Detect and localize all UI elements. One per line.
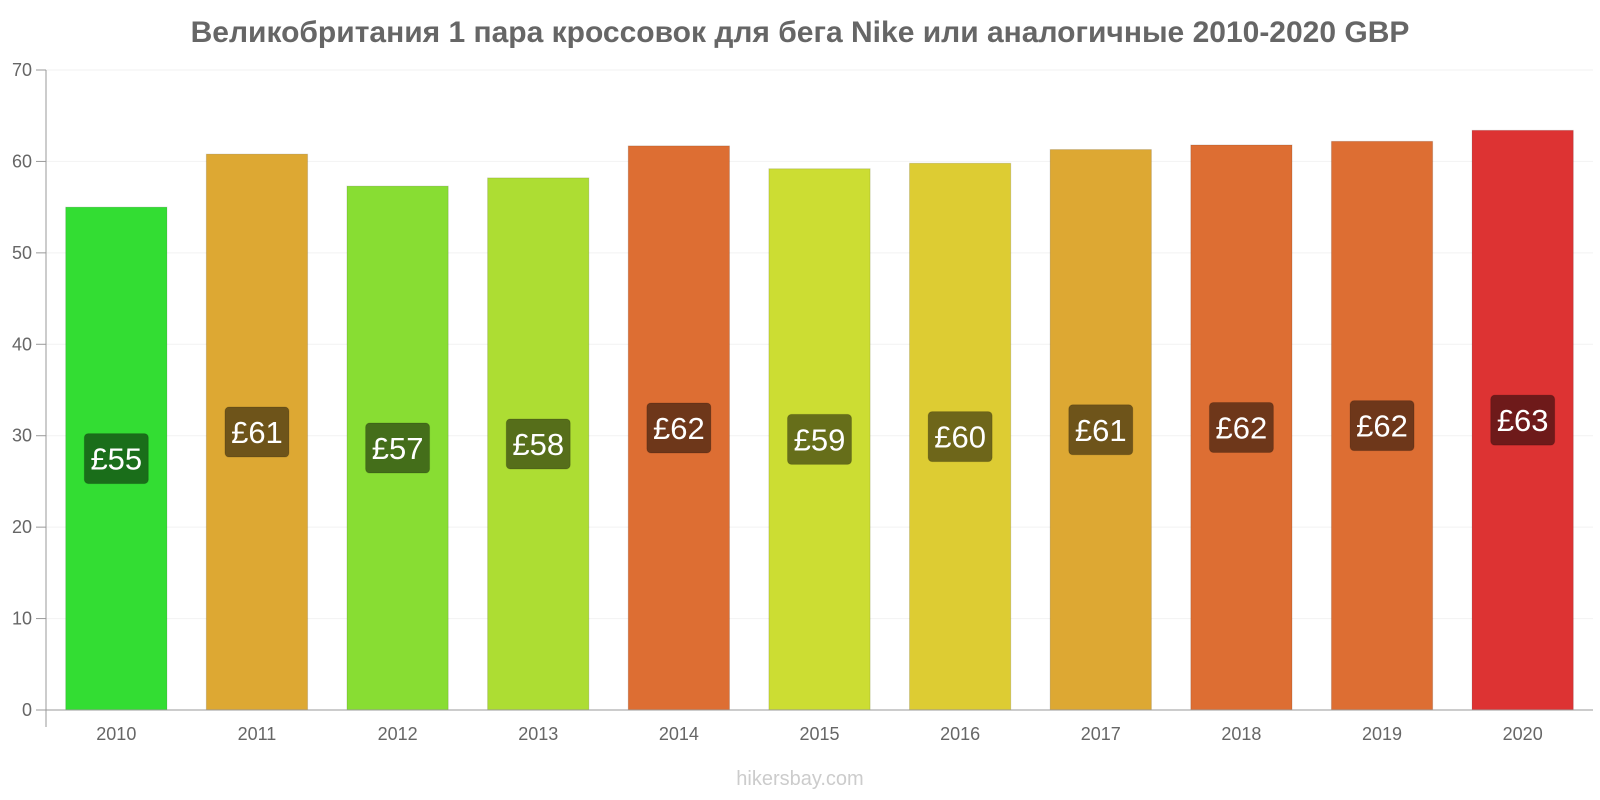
data-label-box xyxy=(646,402,712,454)
x-tick-label: 2010 xyxy=(96,724,136,744)
x-tick-labels: 2010 2011 2012 2013 2014 2015 2016 2017 2018 2019… xyxy=(96,724,1542,744)
data-labels: £55 £61 £57 £58 £62 £59 £60 £61 £62 £62 £63 xyxy=(83,394,1556,485)
data-label-box xyxy=(1490,394,1556,446)
y-tick-labels: 0 10 20 30 40 50 60 70 xyxy=(12,60,46,720)
y-tick-label: 0 xyxy=(22,700,32,720)
y-tick-label: 70 xyxy=(12,60,32,80)
x-tick-label: 2019 xyxy=(1362,724,1402,744)
y-tick-label: 60 xyxy=(12,151,32,171)
data-label-box xyxy=(1208,401,1274,453)
data-label: £60 xyxy=(934,420,986,455)
source-watermark: hikersbay.com xyxy=(736,768,864,790)
data-label-box xyxy=(224,406,290,458)
x-tick-label: 2015 xyxy=(799,724,839,744)
data-label-box xyxy=(787,413,852,465)
x-tick-label: 2017 xyxy=(1081,724,1121,744)
data-label-box xyxy=(83,433,149,485)
y-tick-label: 10 xyxy=(12,609,32,629)
y-tick-label: 30 xyxy=(12,426,32,446)
x-tick-label: 2012 xyxy=(378,724,418,744)
data-label: £62 xyxy=(653,411,705,446)
data-label-box xyxy=(505,418,571,470)
x-tick-label: 2011 xyxy=(238,724,277,744)
x-tick-label: 2014 xyxy=(659,724,699,744)
axes xyxy=(45,70,1593,727)
data-label-box xyxy=(365,422,431,474)
x-tick-label: 2020 xyxy=(1503,724,1543,744)
chart-title: Великобритания 1 пара кроссовок для бега… xyxy=(190,16,1410,49)
data-label: £61 xyxy=(1075,413,1127,448)
data-label-box xyxy=(1349,400,1415,452)
x-tick-label: 2016 xyxy=(940,724,980,744)
data-label-box xyxy=(927,411,993,463)
data-label: £59 xyxy=(794,422,846,457)
data-label: £62 xyxy=(1216,410,1268,445)
data-label-box xyxy=(1068,404,1134,456)
data-label: £58 xyxy=(512,427,564,462)
data-label: £62 xyxy=(1356,409,1408,444)
data-label: £61 xyxy=(231,415,283,450)
y-tick-label: 50 xyxy=(12,243,32,263)
data-label: £55 xyxy=(90,442,142,477)
x-tick-label: 2018 xyxy=(1221,724,1261,744)
y-tick-label: 40 xyxy=(12,334,32,354)
data-label: £57 xyxy=(372,431,424,466)
y-tick-label: 20 xyxy=(12,517,32,537)
data-label: £63 xyxy=(1497,403,1549,438)
x-tick-label: 2013 xyxy=(518,724,558,744)
